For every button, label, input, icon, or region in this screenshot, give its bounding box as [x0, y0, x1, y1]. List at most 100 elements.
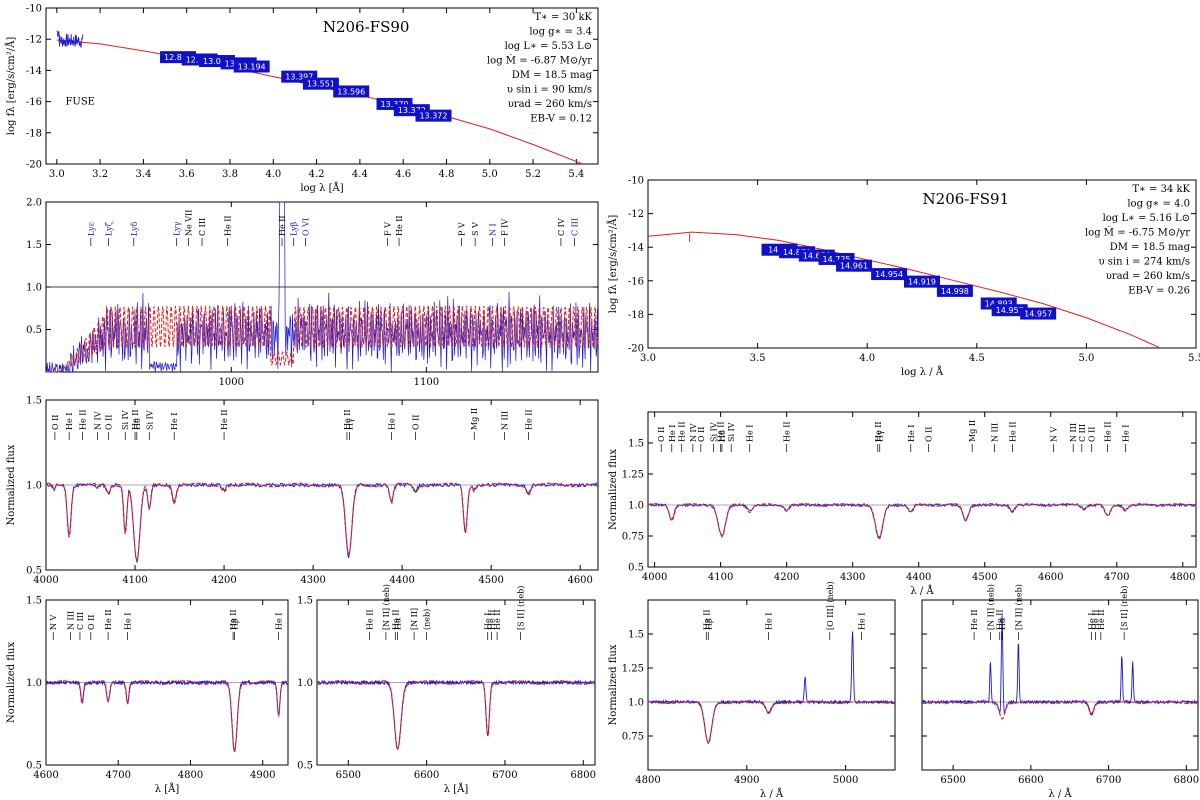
sed2-param-text: DM = 18.5 mag [1110, 242, 1191, 253]
blue1-line-id-label: He II [343, 409, 352, 430]
blue2-line-id-label: He I [907, 425, 916, 442]
sed1-xtick-label: 5.2 [525, 169, 541, 180]
blue1-line-id-label: Hγ [346, 418, 355, 430]
blue2-line-id-label: He II [717, 421, 726, 442]
sed2-param-text: log L∗ = 5.16 L⊙ [1103, 213, 1190, 224]
hb1-y-axis-label: Normalized flux [6, 642, 17, 723]
hb2-y-axis-label: Normalized flux [608, 644, 619, 725]
sed2-photometry-label: 14.957 [996, 306, 1024, 315]
hb2-line-id-label: He II [702, 609, 711, 630]
ha2-line-id-label: [N II] (neb) [1014, 584, 1023, 630]
sed2-xtick-label: 4.0 [859, 353, 875, 364]
blue2-line-id-label: He I [746, 425, 755, 442]
blue2-ytick-label: 1.25 [622, 470, 644, 481]
hb2-observed-spectrum [647, 631, 896, 745]
sed1-photometry-label: 12.839 [164, 53, 192, 62]
sed1-photometry-box [415, 109, 452, 122]
hb2-ytick-label: 0.75 [622, 732, 644, 743]
blue2-line-id-label: O II [657, 427, 666, 442]
uv-xtick-label: 1100 [414, 377, 439, 388]
ha2-frame [921, 599, 1199, 771]
blue2-xtick-label: 4100 [708, 572, 733, 583]
sed2-xtick-label: 4.5 [969, 353, 985, 364]
blue1-xtick-label: 4200 [211, 575, 236, 586]
uv-line-id-label: Lyδ [130, 221, 139, 236]
sed1-xtick-label: 4.8 [439, 169, 455, 180]
blue2-line-id-label: N V [1049, 426, 1058, 442]
hb2-line-id-label: He I [765, 613, 774, 630]
hb2-ytick-label: 1.5 [628, 630, 644, 641]
blue2-ytick-label: 1.0 [628, 501, 644, 512]
sed2-photometry-box [991, 304, 1028, 317]
blue1-line-id-label: O II [411, 415, 420, 430]
sed1-fuse-spectrum [56, 30, 84, 49]
ha2-line-id-label: [S II] (neb) [1120, 586, 1129, 630]
uv-line-id-label: He II [278, 215, 287, 236]
ha2-xtick-label: 6700 [1096, 775, 1121, 786]
blue1-line-id-label: N III [501, 411, 510, 430]
ha1-observed-spectrum [316, 679, 596, 750]
uv-ytick-label: 1.5 [26, 240, 42, 251]
blue1-line-id-label: He I [65, 413, 74, 430]
sed2-ytick-label: -12 [628, 209, 644, 220]
sed2-photometry-label: 14.919 [908, 278, 936, 287]
blue1-line-id-label: Si IV [145, 410, 154, 430]
ha1-ytick-label: 0.5 [297, 761, 313, 772]
blue2-line-id-label: He II [1104, 421, 1113, 442]
uv-line-id-label: C III [571, 218, 580, 236]
sed1-param-text: υ sin i = 90 km/s [507, 85, 592, 96]
blue1-ytick-label: 1.0 [26, 481, 42, 492]
sed2-xtick-label: 5.5 [1188, 353, 1200, 364]
sed2-photometry-box [1020, 307, 1057, 320]
sed1-photometry-label: 13.372 [398, 106, 426, 115]
hb1-ytick-label: 0.5 [26, 761, 42, 772]
sed1-xtick-label: 5.0 [482, 169, 498, 180]
ha1-line-id-label: [N II] [410, 608, 419, 630]
blue2-line-id-label: Si IV [709, 422, 718, 442]
sed1-ytick-label: -20 [26, 160, 42, 171]
ha1-line-id-label: He I [484, 613, 493, 630]
blue2-line-id-label: O II [697, 427, 706, 442]
uv-line-id-label: He II [395, 215, 404, 236]
uv-ytick-label: 0.5 [26, 325, 42, 336]
sed2-photometry-box [936, 284, 973, 297]
sed1-photometry-label: 13.015 [203, 57, 231, 66]
ha1-ytick-label: 1.5 [297, 596, 313, 607]
hb1-xtick-label: 4700 [106, 770, 131, 781]
blue1-ytick-label: 0.5 [26, 566, 42, 577]
blue2-ytick-label: 0.5 [628, 563, 644, 574]
sed2-param-text: υ sin i = 274 km/s [1099, 257, 1190, 268]
ha2-line-id-label: He II [970, 609, 979, 630]
sed1-photometry-label: 13.551 [307, 80, 335, 89]
sed2-model-line [647, 231, 1159, 348]
blue1-line-id-label: He II [79, 409, 88, 430]
uv-xtick-label: 1000 [219, 377, 244, 388]
uv-ytick-label: 2.0 [26, 198, 42, 209]
sed1-xtick-label: 3.2 [92, 169, 108, 180]
hb2-xtick-label: 5000 [833, 775, 858, 786]
sed2-ytick-label: -18 [628, 310, 644, 321]
blue2-line-id-label: N III [1069, 423, 1078, 442]
blue2-ytick-label: 1.5 [628, 439, 644, 450]
hb1-x-axis-label: λ [Å] [155, 783, 180, 795]
sed2-param-text: EB-V = 0.26 [1128, 286, 1190, 297]
uv-line-id-label: N I [489, 223, 498, 236]
sed1-photometry-box [233, 60, 270, 73]
blue2-y-axis-label: Normalized flux [608, 449, 619, 530]
uv-line-id-label: C III [198, 218, 207, 236]
blue2-x-axis-label: λ / Å [910, 585, 934, 597]
blue1-xtick-label: 4100 [122, 575, 147, 586]
ha2-x-axis-label: λ / Å [1048, 788, 1072, 800]
sed1-xtick-label: 3.4 [135, 169, 151, 180]
hb2-model-spectrum [648, 701, 896, 744]
blue1-line-id-label: He I [387, 413, 396, 430]
hb1-ytick-label: 1.0 [26, 678, 42, 689]
sed1-photometry-label: 13.397 [285, 73, 313, 82]
blue2-line-id-label: N III [991, 423, 1000, 442]
ha1-xtick-label: 6700 [492, 770, 517, 781]
hb1-line-id-label: He I [275, 613, 284, 630]
blue1-line-id-label: N IV [94, 411, 103, 430]
blue1-xtick-label: 4600 [567, 575, 592, 586]
